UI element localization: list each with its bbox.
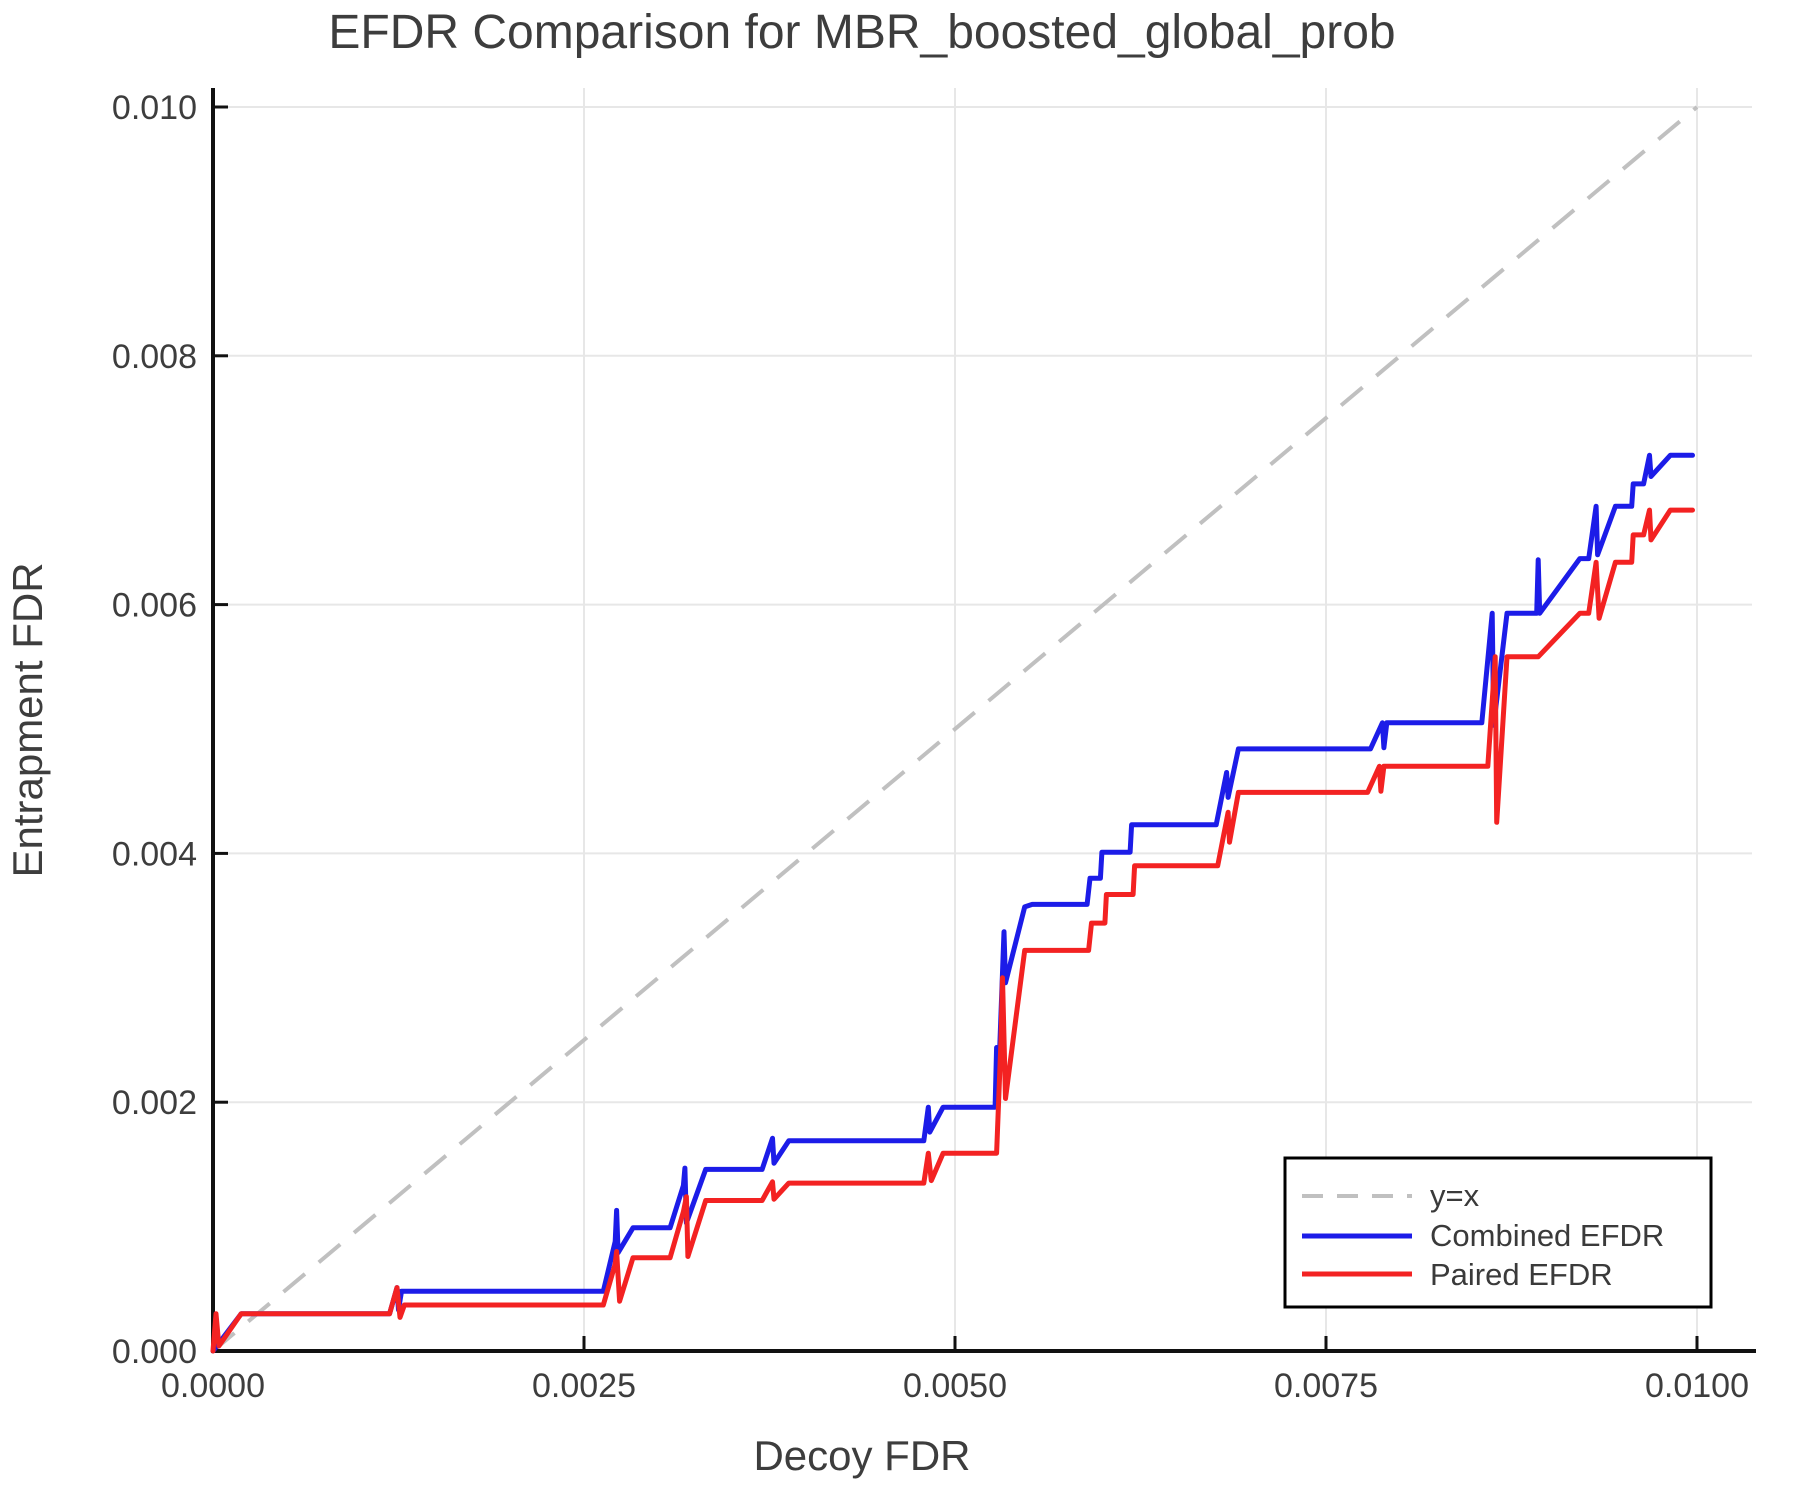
legend-label-paired: Paired EFDR bbox=[1430, 1257, 1613, 1292]
x-tick-label: 0.0050 bbox=[903, 1367, 1007, 1405]
x-axis-label: Decoy FDR bbox=[753, 1432, 970, 1479]
legend-frame bbox=[1283, 1156, 1713, 1309]
series-lines bbox=[210, 452, 1695, 1354]
legend-box: y=x Combined EFDR Paired EFDR bbox=[1283, 1156, 1713, 1309]
y-tick-label: 0.000 bbox=[112, 1333, 197, 1371]
y-tick-label: 0.004 bbox=[112, 835, 197, 873]
gridlines bbox=[213, 88, 1752, 1351]
identity-line bbox=[211, 105, 1699, 1353]
y-tick-label: 0.002 bbox=[112, 1084, 197, 1122]
x-tick-label: 0.0025 bbox=[532, 1367, 636, 1405]
combined-efdr-line bbox=[210, 452, 1695, 1354]
legend-label-combined: Combined EFDR bbox=[1430, 1218, 1664, 1253]
y-tick-label: 0.008 bbox=[112, 338, 197, 376]
y-tick-label: 0.006 bbox=[112, 587, 197, 625]
identity-line-layer bbox=[211, 105, 1699, 1353]
x-tick-label: 0.0100 bbox=[1645, 1367, 1749, 1405]
x-tick-label: 0.0000 bbox=[161, 1367, 265, 1405]
y-tick-label: 0.010 bbox=[112, 89, 197, 127]
x-tick-label: 0.0075 bbox=[1274, 1367, 1378, 1405]
chart-title: EFDR Comparison for MBR_boosted_global_p… bbox=[328, 6, 1395, 59]
paired-efdr-line bbox=[210, 507, 1695, 1354]
y-axis-label: Entrapment FDR bbox=[4, 562, 51, 877]
tick-labels: 0.0000 0.0025 0.0050 0.0075 0.0100 0.000 0.002… bbox=[112, 89, 1749, 1405]
legend-label-identity: y=x bbox=[1430, 1178, 1480, 1213]
